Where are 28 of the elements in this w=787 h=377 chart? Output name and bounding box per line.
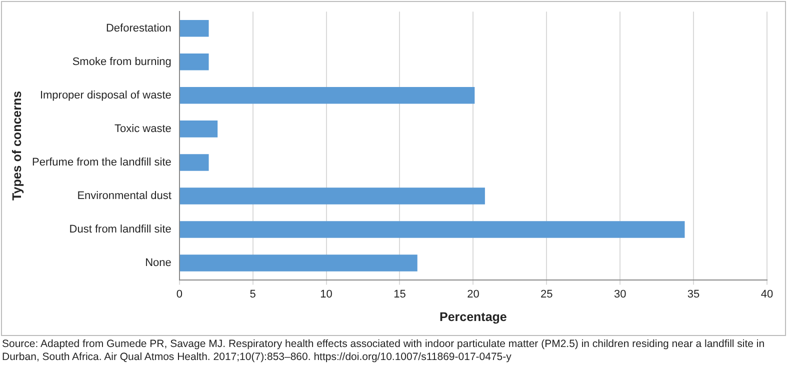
bar xyxy=(180,221,685,238)
x-tick-label: 20 xyxy=(467,288,480,300)
bar xyxy=(180,120,218,138)
x-axis-title: Percentage xyxy=(439,310,507,324)
y-tick-label: Smoke from burning xyxy=(72,56,172,68)
bar xyxy=(180,188,485,204)
x-tick-label: 30 xyxy=(614,288,626,300)
y-tick-label: Perfume from the landfill site xyxy=(32,156,172,168)
x-tick-label: 15 xyxy=(394,288,406,300)
bar xyxy=(180,54,209,70)
x-tick-label: 40 xyxy=(760,288,774,300)
y-tick-label: Environmental dust xyxy=(77,190,172,202)
y-axis-title: Types of concerns xyxy=(10,90,24,200)
source-note: Source: Adapted from Gumede PR, Savage MJ. Respiratory health effects associated with indoor particulate matter (PM2.5) in children residing near a landfill site in Durban, South Africa. Air Qual Atmos Health. 2017;10(7):853–860. https://doi.org/10.1007/s11869-017-0475-y xyxy=(2,338,766,364)
bar xyxy=(180,87,475,104)
x-tick-label: 10 xyxy=(320,288,332,300)
x-tick-label: 25 xyxy=(540,288,553,300)
y-tick-label: None xyxy=(145,257,172,270)
y-tick-label: Deforestation xyxy=(106,22,172,34)
y-tick-label: Toxic waste xyxy=(114,122,172,135)
bar xyxy=(180,254,418,272)
bar xyxy=(180,20,209,37)
y-tick-label: Dust from landfill site xyxy=(69,224,172,236)
x-tick-label: 0 xyxy=(176,288,182,300)
x-tick-label: 5 xyxy=(250,288,256,300)
bar xyxy=(180,154,209,171)
x-tick-label: 35 xyxy=(687,288,700,300)
y-tick-label: Improper disposal of waste xyxy=(40,89,172,102)
